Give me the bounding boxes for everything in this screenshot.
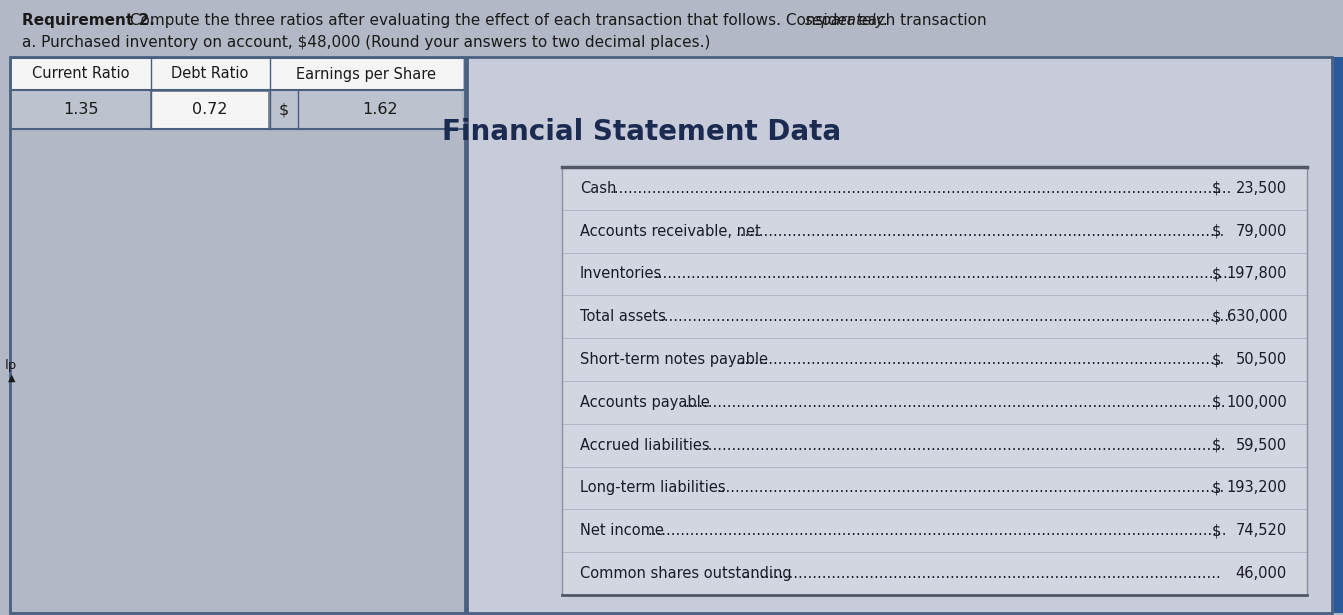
Text: ▲: ▲ — [8, 373, 16, 383]
Text: Inventories: Inventories — [580, 266, 662, 282]
Text: ................................................................................: ........................................… — [704, 438, 1226, 453]
Text: 23,500: 23,500 — [1236, 181, 1287, 196]
Text: 74,520: 74,520 — [1236, 523, 1287, 538]
Text: Requirement 2.: Requirement 2. — [21, 13, 154, 28]
Text: 193,200: 193,200 — [1226, 480, 1287, 496]
Text: a. Purchased inventory on account, $48,000 (Round your answers to two decimal pl: a. Purchased inventory on account, $48,0… — [21, 35, 710, 50]
Text: $: $ — [1211, 523, 1221, 538]
Text: Long-term liabilities: Long-term liabilities — [580, 480, 725, 496]
Text: $: $ — [1211, 309, 1221, 324]
Text: $: $ — [1211, 352, 1221, 367]
Text: $: $ — [1211, 480, 1221, 496]
Text: 79,000: 79,000 — [1236, 224, 1287, 239]
Text: Accrued liabilities: Accrued liabilities — [580, 438, 709, 453]
Text: 46,000: 46,000 — [1236, 566, 1287, 581]
Text: 630,000: 630,000 — [1226, 309, 1287, 324]
Text: 1.62: 1.62 — [363, 103, 398, 117]
Bar — [12, 58, 463, 90]
Text: 197,800: 197,800 — [1226, 266, 1287, 282]
Bar — [12, 91, 150, 129]
Text: Net income: Net income — [580, 523, 663, 538]
Text: Earnings per Share: Earnings per Share — [295, 66, 436, 82]
Text: $: $ — [1211, 395, 1221, 410]
Text: Current Ratio: Current Ratio — [32, 66, 130, 82]
Text: Compute the three ratios after evaluating the effect of each transaction that fo: Compute the three ratios after evaluatin… — [125, 13, 991, 28]
Text: ................................................................................: ........................................… — [741, 566, 1221, 581]
Text: 50,500: 50,500 — [1236, 352, 1287, 367]
Text: ................................................................................: ........................................… — [685, 395, 1226, 410]
Text: ................................................................................: ........................................… — [647, 523, 1226, 538]
Bar — [1334, 57, 1343, 613]
Text: ................................................................................: ........................................… — [735, 352, 1225, 367]
Text: $: $ — [279, 103, 289, 117]
Bar — [270, 91, 462, 129]
Text: ................................................................................: ........................................… — [659, 309, 1230, 324]
Text: separately.: separately. — [804, 13, 889, 28]
Text: Debt Ratio: Debt Ratio — [172, 66, 248, 82]
Text: ................................................................................: ........................................… — [653, 266, 1228, 282]
Text: Common shares outstanding: Common shares outstanding — [580, 566, 791, 581]
Text: 59,500: 59,500 — [1236, 438, 1287, 453]
Text: lp: lp — [5, 359, 17, 371]
Text: 100,000: 100,000 — [1226, 395, 1287, 410]
Text: Short-term notes payable: Short-term notes payable — [580, 352, 768, 367]
Text: Accounts receivable, net: Accounts receivable, net — [580, 224, 760, 239]
Text: ................................................................................: ........................................… — [735, 224, 1225, 239]
Bar — [9, 57, 465, 613]
Text: Accounts payable: Accounts payable — [580, 395, 709, 410]
Text: $: $ — [1211, 266, 1221, 282]
Text: Total assets: Total assets — [580, 309, 666, 324]
Bar — [561, 167, 1307, 595]
Text: 1.35: 1.35 — [63, 103, 99, 117]
Text: $: $ — [1211, 224, 1221, 239]
Text: 0.72: 0.72 — [192, 103, 228, 117]
Text: $: $ — [1211, 438, 1221, 453]
Bar — [150, 91, 269, 129]
Text: Cash: Cash — [580, 181, 616, 196]
Text: Financial Statement Data: Financial Statement Data — [442, 118, 842, 146]
Bar — [467, 57, 1332, 613]
Text: ................................................................................: ........................................… — [610, 181, 1232, 196]
Text: $: $ — [1211, 181, 1221, 196]
Text: ................................................................................: ........................................… — [716, 480, 1225, 496]
